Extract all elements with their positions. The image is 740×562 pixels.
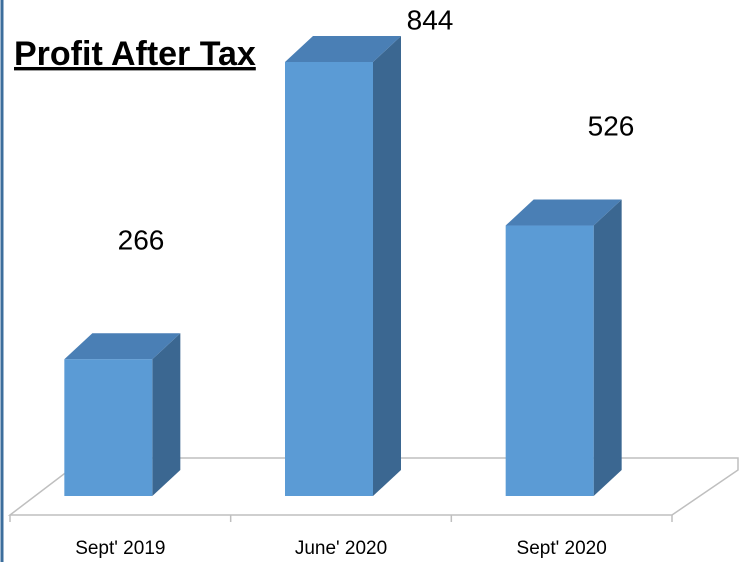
x-tick-label: Sept' 2019 — [75, 538, 165, 559]
bar — [285, 62, 373, 496]
bar-side — [593, 199, 622, 496]
data-label: 266 — [118, 224, 165, 255]
bar — [505, 225, 594, 496]
chart-title: Profit After Tax — [14, 35, 256, 73]
data-label: 526 — [588, 110, 635, 141]
x-tick-label: Sept' 2020 — [517, 538, 607, 559]
bar-side — [152, 333, 181, 496]
bar — [64, 359, 153, 496]
bar-top — [505, 199, 622, 226]
bar-side — [373, 36, 401, 496]
bar-top — [285, 36, 401, 62]
x-tick-label: June' 2020 — [295, 538, 387, 559]
data-label: 844 — [407, 4, 454, 35]
bar-top — [64, 333, 181, 360]
